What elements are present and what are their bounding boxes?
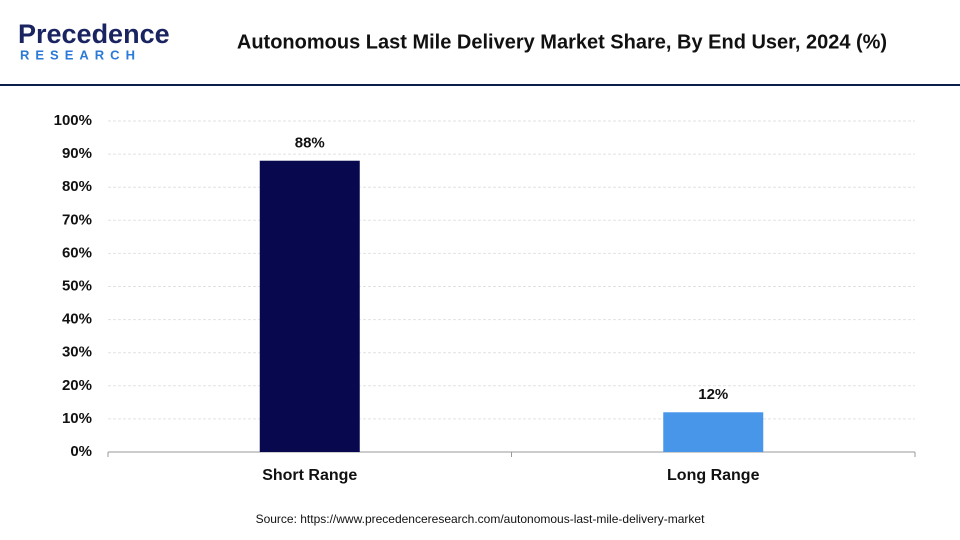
chart-title: Autonomous Last Mile Delivery Market Sha…: [237, 31, 887, 53]
y-tick-label: 70%: [62, 211, 92, 228]
y-tick-label: 20%: [62, 377, 92, 394]
value-label: 12%: [698, 386, 728, 403]
value-label: 88%: [295, 135, 325, 152]
y-tick-label: 100%: [54, 112, 92, 129]
y-tick-label: 80%: [62, 178, 92, 195]
logo-name: Precedence: [18, 19, 170, 49]
source: Source: https://www.precedenceresearch.c…: [256, 512, 706, 526]
y-tick-label: 90%: [62, 145, 92, 162]
x-tick-label: Long Range: [667, 467, 760, 484]
bar: [663, 412, 764, 452]
bar: [259, 160, 360, 452]
y-tick-label: 0%: [70, 443, 92, 460]
logo-subname: RESEARCH: [20, 47, 141, 62]
y-tick-label: 60%: [62, 244, 92, 261]
y-tick-label: 50%: [62, 277, 92, 294]
y-tick-label: 30%: [62, 344, 92, 361]
x-tick-label: Short Range: [262, 467, 357, 484]
y-tick-label: 10%: [62, 410, 92, 427]
y-tick-label: 40%: [62, 311, 92, 328]
